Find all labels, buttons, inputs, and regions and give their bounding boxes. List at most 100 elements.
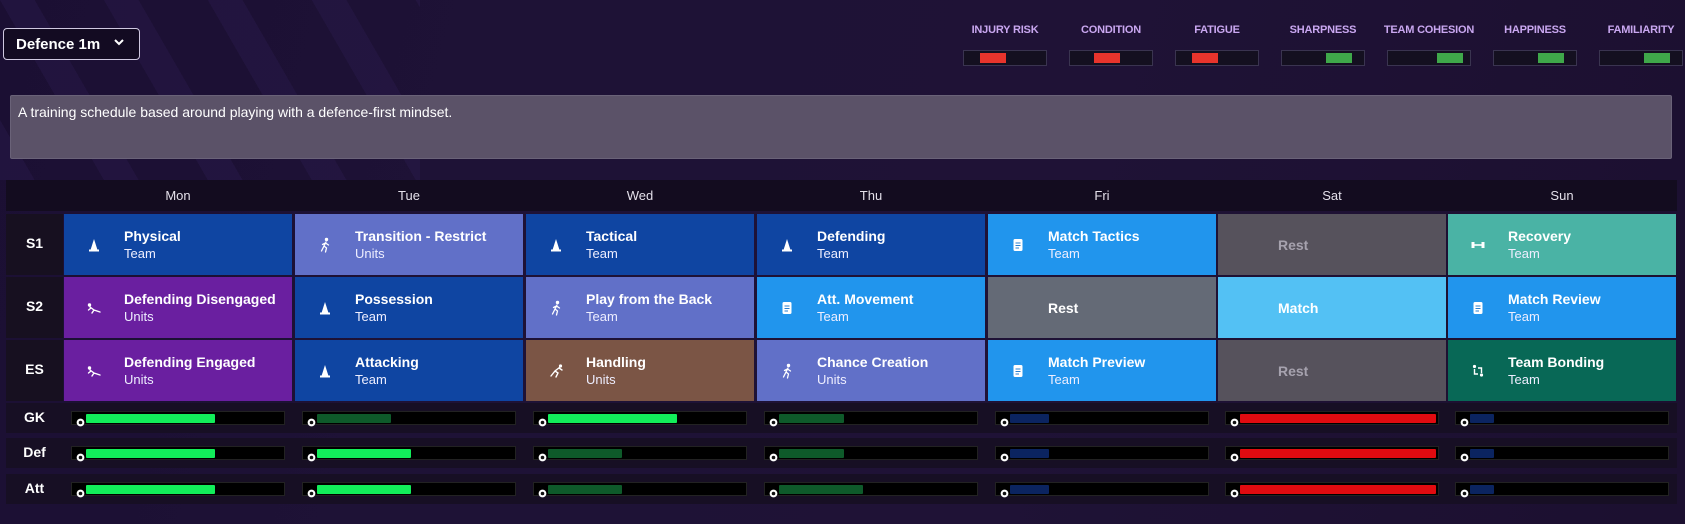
load-bar-fri-gk[interactable] xyxy=(995,411,1209,427)
position-label-att: Att xyxy=(24,480,45,496)
session-mon-s1[interactable]: Physical Team xyxy=(64,214,292,275)
session-fri-s2[interactable]: Rest xyxy=(988,277,1216,338)
session-sun-es[interactable]: Team Bonding Team xyxy=(1448,340,1676,401)
stat-fatigue: FATIGUE xyxy=(1164,24,1270,66)
session-sun-s1[interactable]: Recovery Team xyxy=(1448,214,1676,275)
load-bar-sun-def[interactable] xyxy=(1455,446,1669,462)
session-group: Team xyxy=(1048,245,1080,261)
clipboard-icon xyxy=(757,300,817,316)
session-text: Match xyxy=(1278,299,1318,317)
load-bar-mon-gk[interactable] xyxy=(71,411,285,427)
session-tue-es[interactable]: Attacking Team xyxy=(295,340,523,401)
football-icon xyxy=(1460,414,1469,427)
session-label-s1: S1 xyxy=(25,235,44,251)
session-group: Units xyxy=(817,371,847,387)
session-sat-s2[interactable]: Match xyxy=(1218,277,1446,338)
load-bar-mon-def[interactable] xyxy=(71,446,285,462)
session-thu-s1[interactable]: Defending Team xyxy=(757,214,985,275)
session-text: Att. Movement Team xyxy=(817,290,913,326)
stat-level-bar xyxy=(1281,50,1365,66)
session-wed-es[interactable]: Handling Units xyxy=(526,340,754,401)
football-icon xyxy=(1000,449,1009,462)
stat-label: INJURY RISK xyxy=(971,24,1039,36)
slide-tackle-icon xyxy=(64,300,124,316)
football-icon xyxy=(307,449,316,462)
session-fri-s1[interactable]: Match Tactics Team xyxy=(988,214,1216,275)
session-group: Team xyxy=(355,308,387,324)
load-bar-tue-att[interactable] xyxy=(302,482,516,498)
session-text: Defending Team xyxy=(817,227,885,263)
session-text: Handling Units xyxy=(586,353,646,389)
load-fill xyxy=(779,449,844,458)
schedule-description: A training schedule based around playing… xyxy=(10,95,1672,159)
session-sun-s2[interactable]: Match Review Team xyxy=(1448,277,1676,338)
session-group: Units xyxy=(124,308,154,324)
session-text: Play from the Back Team xyxy=(586,290,712,326)
session-thu-s2[interactable]: Att. Movement Team xyxy=(757,277,985,338)
load-bar-wed-att[interactable] xyxy=(533,482,747,498)
load-bar-sat-gk[interactable] xyxy=(1225,411,1439,427)
stat-happiness: HAPPINESS xyxy=(1482,24,1588,66)
session-tue-s1[interactable]: Transition - Restrict Units xyxy=(295,214,523,275)
session-mon-s2[interactable]: Defending Disengaged Units xyxy=(64,277,292,338)
football-icon xyxy=(538,449,547,462)
session-name: Match Tactics xyxy=(1048,227,1140,244)
session-fri-es[interactable]: Match Preview Team xyxy=(988,340,1216,401)
session-sat-es[interactable]: Rest xyxy=(1218,340,1446,401)
load-fill xyxy=(1470,449,1494,458)
session-mon-es[interactable]: Defending Engaged Units xyxy=(64,340,292,401)
days-header xyxy=(6,180,1677,211)
load-fill xyxy=(1010,414,1050,423)
load-bar-sat-att[interactable] xyxy=(1225,482,1439,498)
stat-level-bar xyxy=(963,50,1047,66)
load-fill xyxy=(548,485,623,494)
load-bar-mon-att[interactable] xyxy=(71,482,285,498)
session-name: Defending Disengaged xyxy=(124,290,276,307)
load-bar-tue-gk[interactable] xyxy=(302,411,516,427)
session-tue-s2[interactable]: Possession Team xyxy=(295,277,523,338)
people-cycle-icon xyxy=(1448,363,1508,379)
session-name: Chance Creation xyxy=(817,353,929,370)
session-group: Team xyxy=(124,245,156,261)
stat-team-cohesion: TEAM COHESION xyxy=(1376,24,1482,66)
session-group: Team xyxy=(817,308,849,324)
session-text: Tactical Team xyxy=(586,227,637,263)
load-bar-sun-gk[interactable] xyxy=(1455,411,1669,427)
stat-label: CONDITION xyxy=(1081,24,1141,36)
slide-tackle-icon xyxy=(64,363,124,379)
day-label-thu: Thu xyxy=(859,188,883,203)
session-group: Team xyxy=(817,245,849,261)
load-bar-tue-def[interactable] xyxy=(302,446,516,462)
session-text: Defending Disengaged Units xyxy=(124,290,276,326)
session-wed-s1[interactable]: Tactical Team xyxy=(526,214,754,275)
session-label-bg xyxy=(6,340,63,401)
session-thu-es[interactable]: Chance Creation Units xyxy=(757,340,985,401)
session-wed-s2[interactable]: Play from the Back Team xyxy=(526,277,754,338)
load-bar-wed-def[interactable] xyxy=(533,446,747,462)
load-bar-thu-att[interactable] xyxy=(764,482,978,498)
session-group: Units xyxy=(355,245,385,261)
load-bar-thu-def[interactable] xyxy=(764,446,978,462)
session-text: Match Review Team xyxy=(1508,290,1601,326)
load-bar-fri-att[interactable] xyxy=(995,482,1209,498)
session-name: Att. Movement xyxy=(817,290,914,307)
load-bar-sat-def[interactable] xyxy=(1225,446,1439,462)
schedule-dropdown[interactable]: Defence 1m xyxy=(3,28,140,60)
stat-level-fill xyxy=(1538,53,1565,63)
load-bar-sun-att[interactable] xyxy=(1455,482,1669,498)
load-fill xyxy=(1010,485,1050,494)
stat-level-bar xyxy=(1599,50,1683,66)
football-icon xyxy=(1230,414,1239,427)
load-bar-wed-gk[interactable] xyxy=(533,411,747,427)
session-text: Chance Creation Units xyxy=(817,353,928,389)
load-bar-thu-gk[interactable] xyxy=(764,411,978,427)
load-fill xyxy=(779,414,844,423)
goalkeeper-dive-icon xyxy=(526,363,586,379)
session-group: Team xyxy=(355,371,387,387)
load-bar-fri-def[interactable] xyxy=(995,446,1209,462)
load-fill xyxy=(86,414,216,423)
session-text: Transition - Restrict Units xyxy=(355,227,486,263)
session-label-bg xyxy=(6,214,63,275)
session-sat-s1[interactable]: Rest xyxy=(1218,214,1446,275)
stat-label: FATIGUE xyxy=(1194,24,1240,36)
